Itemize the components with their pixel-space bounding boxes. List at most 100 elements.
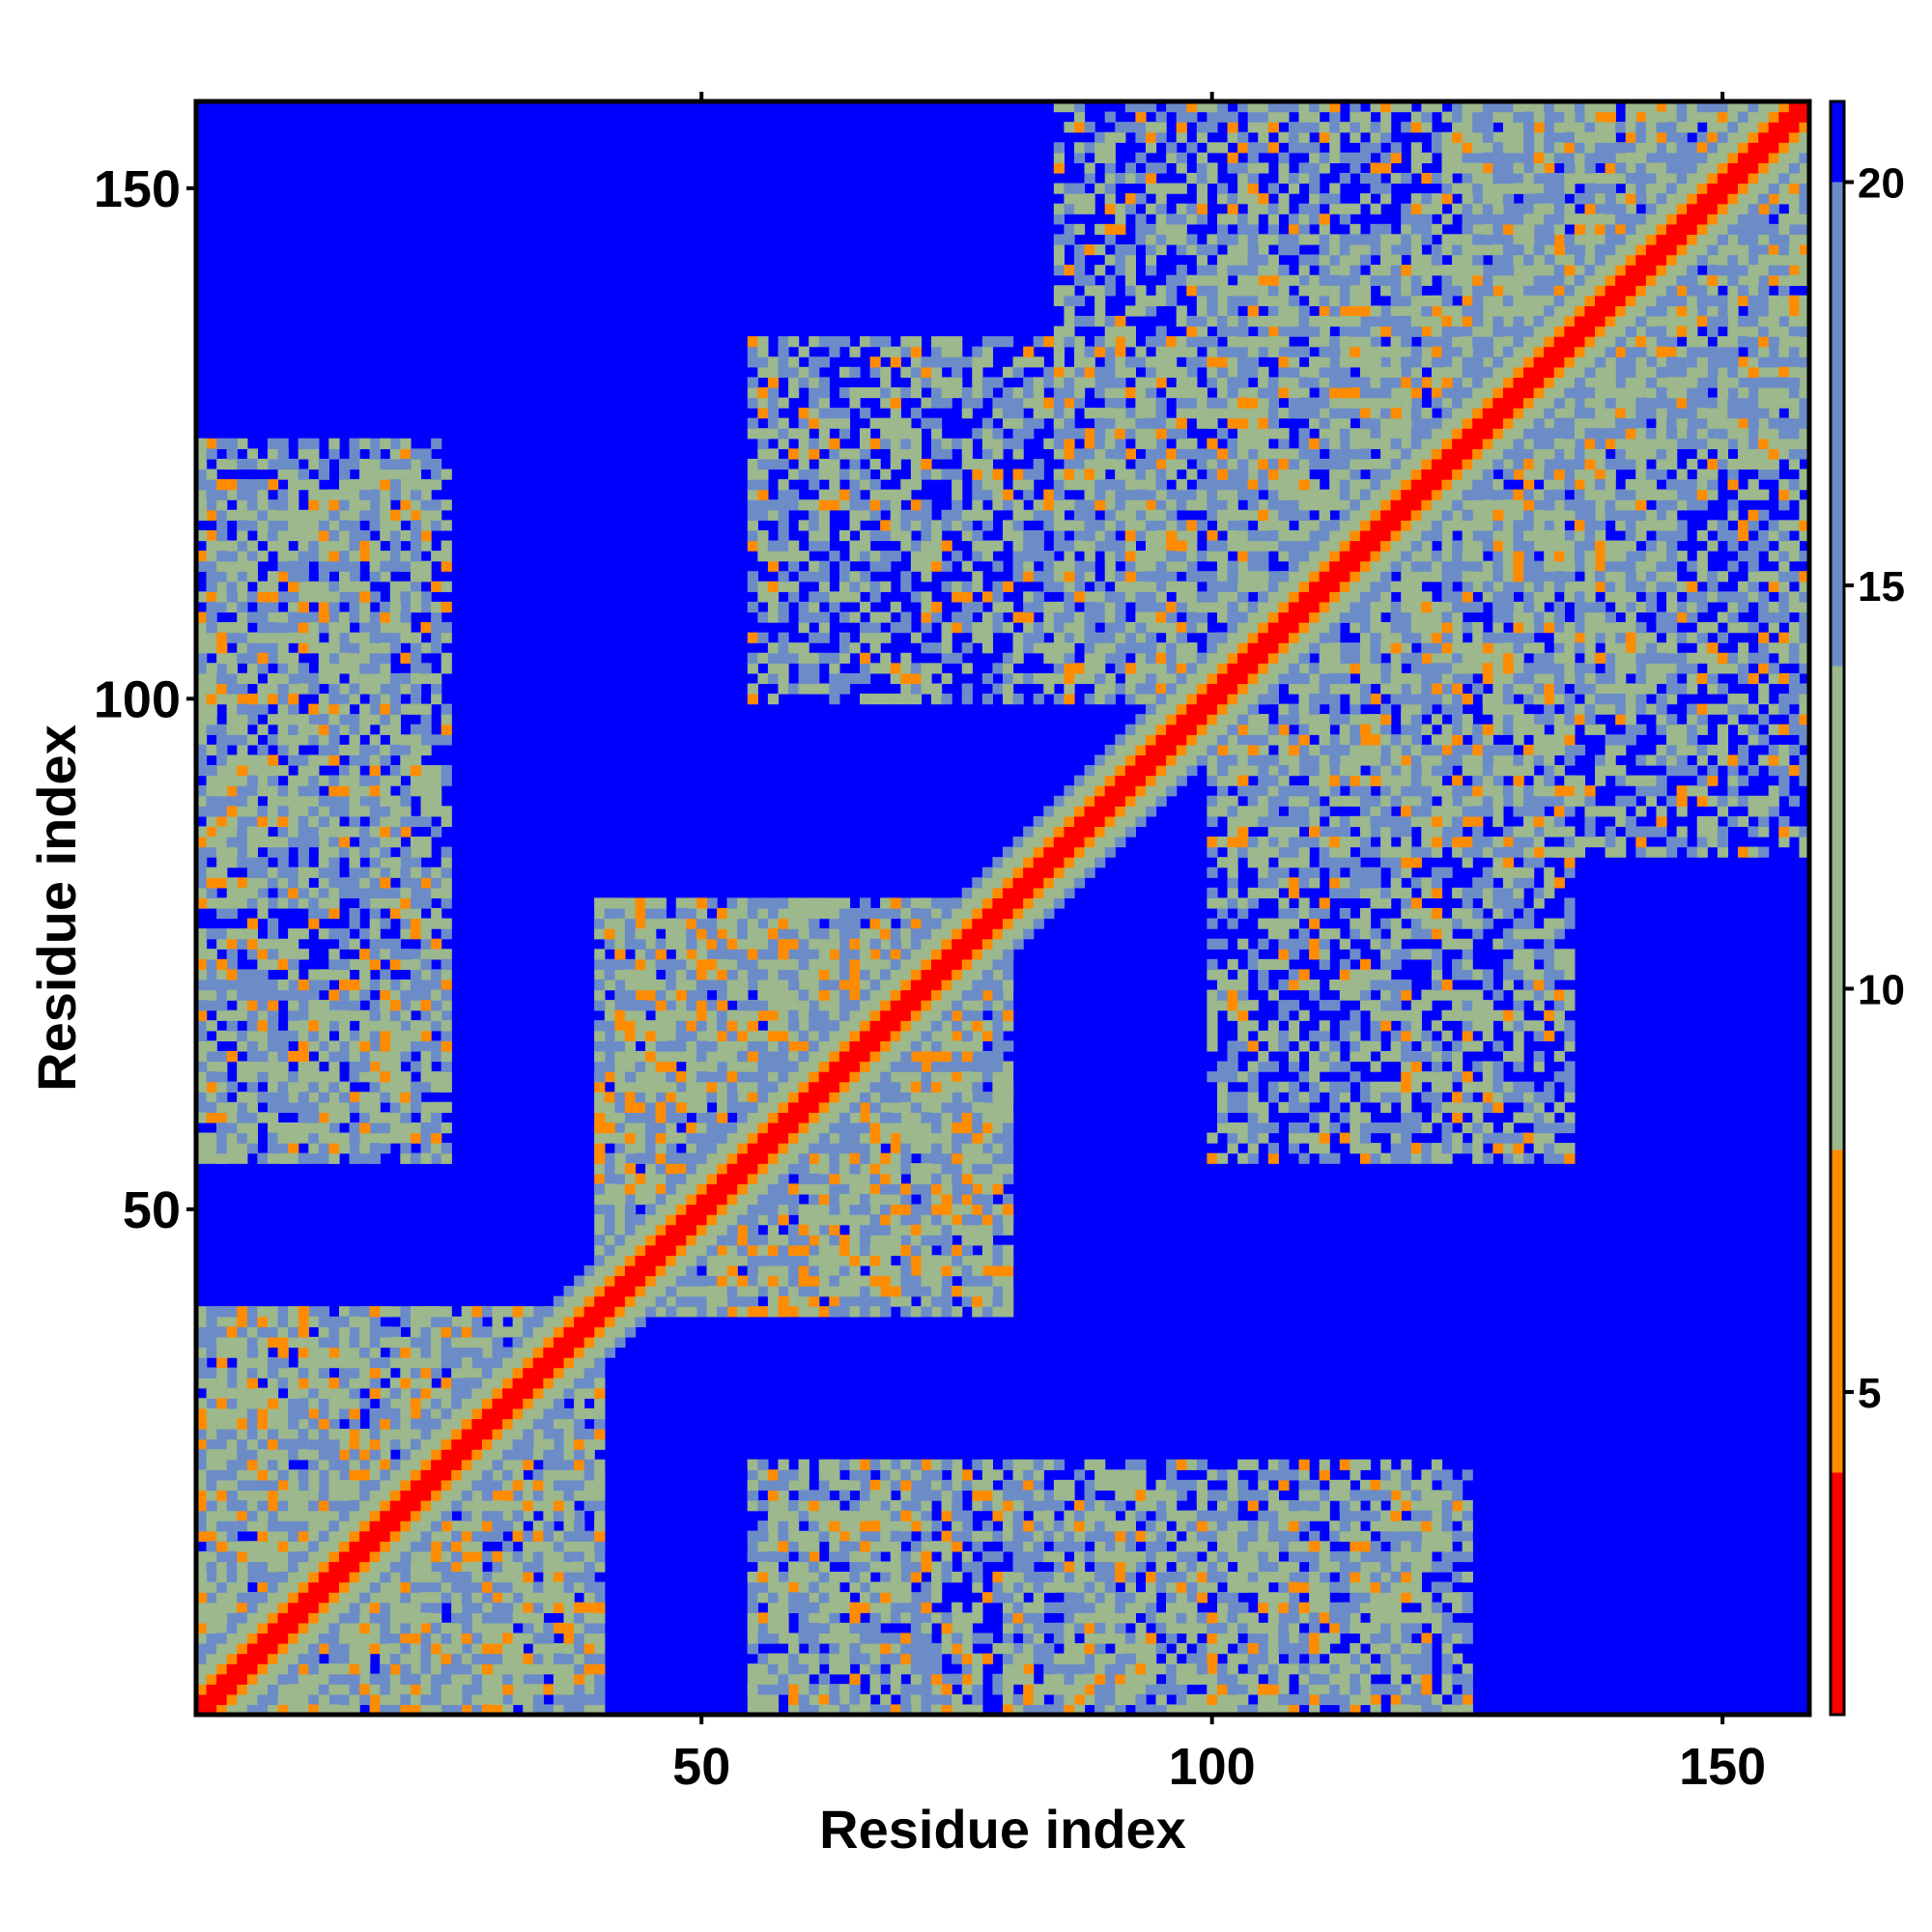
heatmap-cell bbox=[849, 989, 861, 1001]
heatmap-cell bbox=[257, 1407, 269, 1420]
heatmap-cell bbox=[553, 1449, 565, 1461]
heatmap-cell bbox=[952, 1193, 963, 1206]
heatmap-cell bbox=[961, 1030, 973, 1042]
heatmap-cell bbox=[992, 1009, 1004, 1021]
heatmap-cell bbox=[778, 1030, 789, 1042]
heatmap-cell bbox=[645, 1020, 657, 1032]
heatmap-cell bbox=[869, 1286, 881, 1297]
heatmap-cell bbox=[635, 918, 646, 929]
heatmap-cell bbox=[829, 897, 840, 909]
heatmap-cell bbox=[594, 1378, 606, 1389]
heatmap-cell bbox=[410, 1592, 422, 1604]
heatmap-cell bbox=[481, 1612, 494, 1624]
heatmap-cell bbox=[910, 1306, 923, 1318]
heatmap-cell bbox=[338, 1336, 351, 1349]
heatmap-cell bbox=[624, 1050, 637, 1063]
heatmap-cell bbox=[523, 1704, 534, 1716]
heatmap-cell bbox=[1003, 1152, 1014, 1164]
heatmap-cell bbox=[635, 1122, 646, 1134]
heatmap-cell bbox=[318, 1673, 330, 1685]
heatmap-cell bbox=[880, 908, 892, 920]
heatmap-cell bbox=[900, 918, 912, 929]
heatmap-cell bbox=[706, 1286, 718, 1297]
heatmap-cell bbox=[196, 1572, 208, 1583]
heatmap-cell bbox=[941, 1173, 952, 1184]
heatmap-cell bbox=[696, 1092, 708, 1103]
heatmap-cell bbox=[532, 1530, 544, 1542]
heatmap-cell bbox=[400, 1602, 412, 1613]
heatmap-cell bbox=[900, 1244, 912, 1256]
heatmap-cell bbox=[717, 1244, 728, 1256]
heatmap-cell bbox=[747, 1306, 758, 1318]
heatmap-cell bbox=[726, 928, 738, 940]
heatmap-cell bbox=[338, 1469, 351, 1481]
heatmap-cell bbox=[359, 1612, 371, 1624]
heatmap-cell bbox=[635, 1020, 646, 1032]
heatmap-cell bbox=[594, 969, 606, 980]
heatmap-cell bbox=[410, 1612, 422, 1624]
heatmap-cell bbox=[624, 1092, 637, 1103]
heatmap-cell bbox=[1003, 1264, 1014, 1277]
heatmap-cell bbox=[726, 1255, 738, 1266]
heatmap-cell bbox=[880, 1286, 892, 1297]
heatmap-cell bbox=[410, 1316, 422, 1327]
heatmap-cell bbox=[471, 1510, 483, 1521]
heatmap-cell bbox=[666, 1163, 677, 1175]
heatmap-cell bbox=[267, 1550, 279, 1563]
heatmap-cell bbox=[880, 1163, 892, 1175]
heatmap-cell bbox=[860, 1193, 871, 1206]
heatmap-cell bbox=[288, 1479, 299, 1492]
heatmap-cell bbox=[257, 1541, 269, 1552]
heatmap-cell bbox=[277, 1429, 289, 1440]
heatmap-cell bbox=[666, 1132, 677, 1144]
heatmap-cell bbox=[257, 1336, 269, 1349]
heatmap-cell bbox=[686, 1275, 697, 1287]
heatmap-cell bbox=[431, 1602, 442, 1613]
heatmap-cell bbox=[818, 1286, 830, 1297]
heatmap-cell bbox=[910, 1255, 923, 1266]
heatmap-cell bbox=[860, 1101, 871, 1113]
heatmap-cell bbox=[594, 1438, 606, 1450]
heatmap-cell bbox=[992, 1112, 1004, 1123]
heatmap-cell bbox=[246, 1541, 259, 1552]
heatmap-cell bbox=[237, 1581, 248, 1593]
heatmap-cell bbox=[563, 1684, 575, 1695]
heatmap-cell bbox=[400, 1653, 412, 1664]
heatmap-cell bbox=[523, 1510, 534, 1521]
heatmap-cell bbox=[829, 1224, 840, 1236]
heatmap-cell bbox=[267, 1326, 279, 1338]
heatmap-cell bbox=[747, 1040, 758, 1052]
heatmap-cell bbox=[481, 1520, 494, 1532]
heatmap-cell bbox=[604, 1101, 615, 1113]
heatmap-cell bbox=[523, 1653, 534, 1664]
heatmap-cell bbox=[921, 918, 932, 929]
heatmap-cell bbox=[574, 1663, 585, 1675]
heatmap-cell bbox=[440, 1704, 452, 1716]
heatmap-cell bbox=[574, 1704, 585, 1716]
heatmap-cell bbox=[594, 1612, 606, 1624]
heatmap-cell bbox=[226, 1326, 238, 1338]
heatmap-cell bbox=[512, 1479, 524, 1492]
heatmap-cell bbox=[778, 1009, 789, 1021]
heatmap-cell bbox=[860, 1224, 871, 1236]
heatmap-cell bbox=[349, 1326, 360, 1338]
heatmap-cell bbox=[788, 1183, 800, 1195]
heatmap-cell bbox=[706, 1061, 718, 1072]
heatmap-cell bbox=[717, 1255, 728, 1266]
heatmap-cell bbox=[900, 1152, 912, 1164]
heatmap-cell bbox=[246, 1407, 259, 1420]
heatmap-cell bbox=[237, 1449, 248, 1461]
heatmap-cell bbox=[737, 897, 749, 909]
heatmap-cell bbox=[481, 1663, 494, 1675]
heatmap-cell bbox=[809, 1193, 820, 1206]
heatmap-cell bbox=[512, 1459, 524, 1470]
heatmap-cell bbox=[523, 1622, 534, 1634]
heatmap-cell bbox=[318, 1357, 330, 1369]
heatmap-cell bbox=[267, 1378, 279, 1389]
heatmap-cell bbox=[726, 1092, 738, 1103]
heatmap-cell bbox=[410, 1684, 422, 1695]
heatmap-cell bbox=[492, 1520, 503, 1532]
heatmap-cell bbox=[972, 1009, 983, 1021]
heatmap-cell bbox=[431, 1326, 442, 1338]
heatmap-cell bbox=[880, 1214, 892, 1226]
